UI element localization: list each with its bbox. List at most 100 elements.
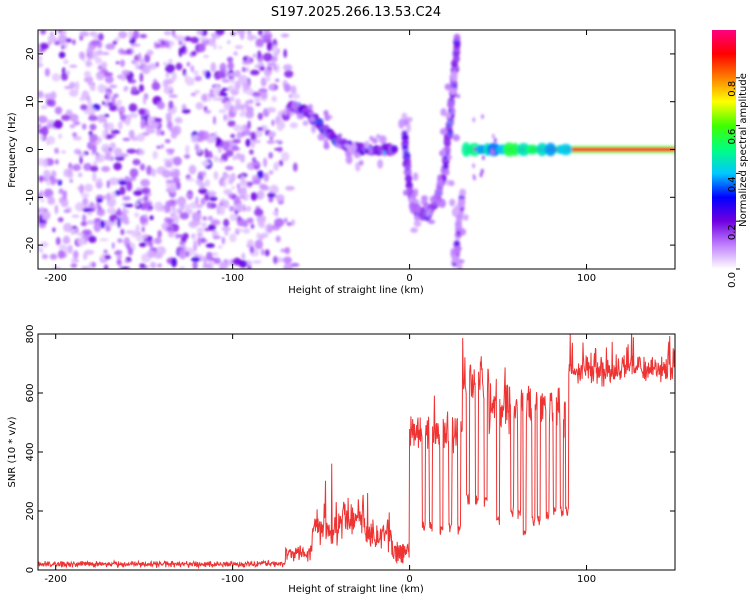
heatmap-cell <box>491 133 495 139</box>
heatmap-cell <box>54 147 59 154</box>
heatmap-cell <box>40 105 48 110</box>
heatmap-cell <box>233 124 242 132</box>
heatmap-cell <box>212 235 222 239</box>
heatmap-cell <box>245 138 251 147</box>
heatmap-cell <box>164 160 173 168</box>
heatmap-cell <box>127 247 134 256</box>
heatmap-cell <box>234 80 241 91</box>
heatmap-cell <box>203 256 208 266</box>
heatmap-cell <box>223 189 232 195</box>
heatmap-cell <box>493 137 497 143</box>
heatmap-cell <box>184 73 189 84</box>
heatmap-cell <box>197 236 202 247</box>
heatmap-cell <box>160 130 165 136</box>
spectrogram-x-label: Height of straight line (km) <box>288 285 424 296</box>
heatmap-cell <box>240 175 246 184</box>
spectrogram-y-ticks: -20 -10 0 10 20 <box>25 48 675 253</box>
heatmap-cell <box>164 139 171 144</box>
heatmap-cell <box>148 239 153 248</box>
heatmap-cell <box>96 198 103 203</box>
heatmap-cell <box>98 205 102 212</box>
spectrogram-x-tick-label: -200 <box>44 273 67 284</box>
heatmap-cell <box>106 207 117 215</box>
heatmap-cell <box>165 200 174 207</box>
heatmap-cell <box>262 52 273 62</box>
heatmap-cell <box>263 69 272 77</box>
heatmap-cell <box>193 242 198 252</box>
heatmap-cell <box>276 48 280 54</box>
heatmap-cell <box>454 245 462 251</box>
heatmap-cell <box>441 147 446 158</box>
heatmap-cell <box>249 149 254 155</box>
heatmap-cell <box>41 125 49 136</box>
heatmap-cell <box>156 101 165 110</box>
heatmap-cell <box>67 167 73 173</box>
heatmap-cell <box>38 115 48 124</box>
heatmap-cell <box>137 52 142 61</box>
snr-y-tick-label: 600 <box>25 383 36 402</box>
heatmap-cell <box>170 131 178 139</box>
heatmap-cell <box>221 87 229 92</box>
heatmap-cell <box>181 109 191 114</box>
heatmap-cell <box>89 82 94 90</box>
heatmap-cell <box>198 181 206 189</box>
heatmap-cell <box>59 244 67 251</box>
heatmap-cell <box>95 153 105 163</box>
heatmap-cell <box>205 150 213 157</box>
heatmap-cell <box>447 155 452 160</box>
heatmap-cell <box>139 242 147 248</box>
heatmap-cell <box>165 63 175 74</box>
heatmap-cell <box>38 214 43 223</box>
heatmap-cell <box>89 133 98 143</box>
heatmap-cell <box>103 249 108 254</box>
heatmap-cell <box>283 83 291 93</box>
colorbar-ticks: 0.0 0.2 0.4 0.6 0.8 <box>727 77 740 288</box>
heatmap-cell <box>185 145 190 155</box>
heatmap-cell <box>212 95 217 101</box>
heatmap-cell <box>317 133 326 141</box>
heatmap-cell <box>135 235 144 242</box>
heatmap-cell <box>263 157 268 168</box>
heatmap-cell <box>82 207 93 213</box>
heatmap-cell <box>264 75 271 82</box>
heatmap-cell <box>165 78 174 85</box>
heatmap-cell <box>196 30 204 36</box>
heatmap-cell <box>461 142 471 157</box>
heatmap-cell <box>351 148 357 156</box>
heatmap-cell <box>96 178 103 183</box>
heatmap-cell <box>472 117 476 123</box>
heatmap-cell <box>559 143 573 156</box>
heatmap-cell <box>111 96 116 106</box>
heatmap-cell <box>150 168 157 177</box>
heatmap-cell <box>260 232 269 238</box>
spectrogram-x-tick-label: 0 <box>406 273 412 284</box>
heatmap-cell <box>291 219 295 226</box>
heatmap-cell <box>58 51 66 59</box>
heatmap-cell <box>140 119 145 129</box>
heatmap-cell <box>143 195 149 202</box>
spectrogram-x-tick-label: -100 <box>221 273 244 284</box>
heatmap-cell <box>116 99 122 107</box>
heatmap-cell <box>335 144 342 149</box>
heatmap-cell <box>309 116 316 123</box>
heatmap-cell <box>109 155 115 162</box>
heatmap-cell <box>51 170 57 178</box>
snr-y-tick-label: 200 <box>25 501 36 520</box>
heatmap-cell <box>481 114 484 120</box>
heatmap-cell <box>250 223 255 229</box>
heatmap-cell <box>406 122 411 133</box>
heatmap-cell <box>364 140 370 149</box>
heatmap-cell <box>108 147 113 152</box>
heatmap-cell <box>246 181 254 186</box>
heatmap-cell <box>511 142 520 157</box>
heatmap-cell <box>39 135 44 140</box>
heatmap-cell <box>91 142 99 146</box>
heatmap-cell <box>202 264 211 269</box>
heatmap-cell <box>323 110 329 116</box>
spectrogram-y-tick-label: 0 <box>25 146 36 152</box>
heatmap-cell <box>256 190 265 200</box>
heatmap-cell <box>103 114 110 118</box>
heatmap-cell <box>69 64 78 68</box>
snr-y-ticks: 0 200 400 600 800 <box>25 324 675 573</box>
heatmap-cell <box>119 153 129 158</box>
